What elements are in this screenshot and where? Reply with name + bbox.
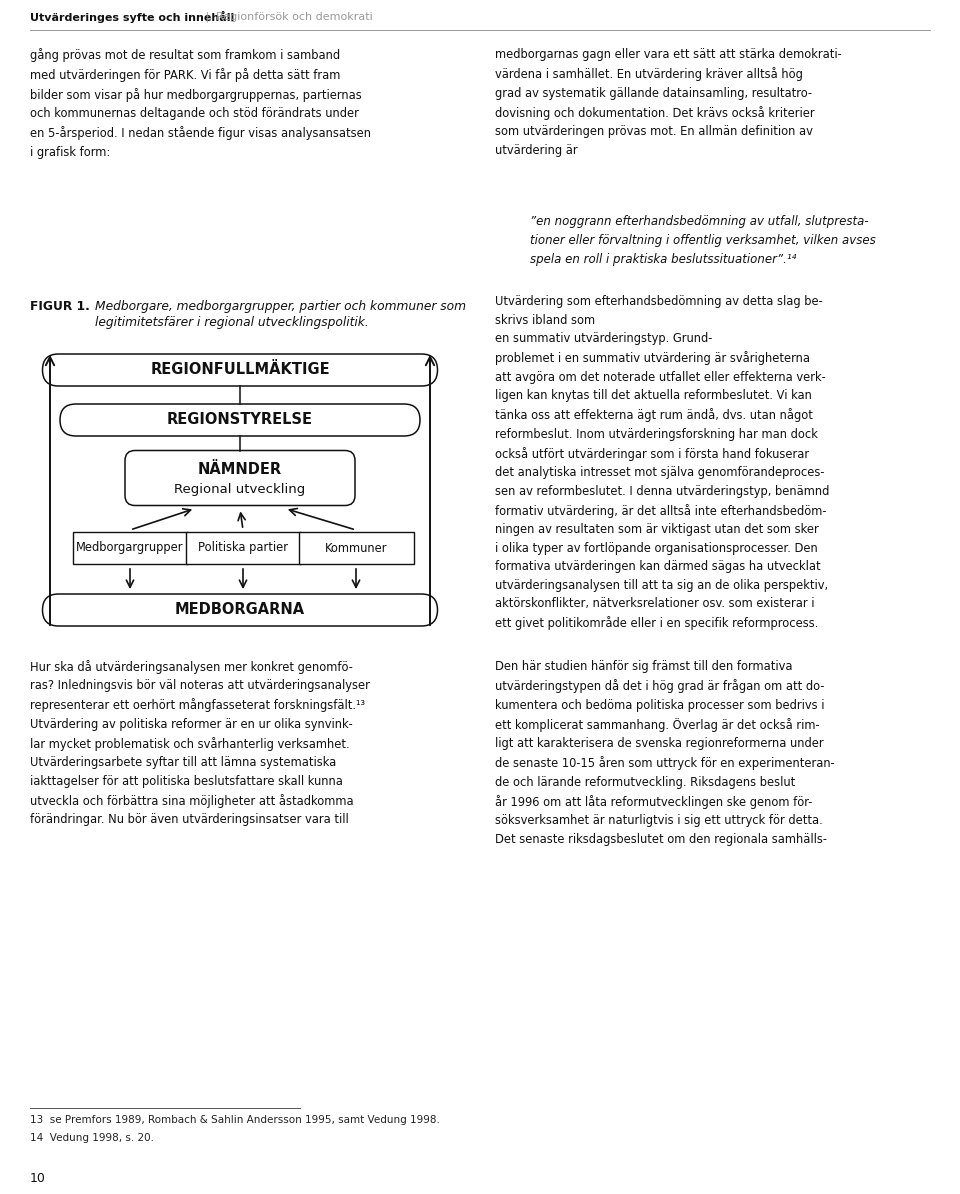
Text: gång prövas mot de resultat som framkom i samband
med utvärderingen för PARK. Vi: gång prövas mot de resultat som framkom …	[30, 48, 371, 159]
Text: 10: 10	[30, 1173, 46, 1184]
Text: Utvärderinges syfte och innehåll: Utvärderinges syfte och innehåll	[30, 11, 234, 23]
Text: MEDBORGARNA: MEDBORGARNA	[175, 603, 305, 617]
Text: legitimitetsfärer i regional utvecklingspolitik.: legitimitetsfärer i regional utvecklings…	[95, 316, 369, 330]
Text: Regionförsök och demokrati: Regionförsök och demokrati	[216, 12, 372, 21]
Text: Kommuner: Kommuner	[324, 542, 387, 554]
Text: Utvärdering som efterhandsbedömning av detta slag be-
skrivs ibland som 
en summ: Utvärdering som efterhandsbedömning av d…	[495, 295, 829, 630]
Text: Den här studien hänför sig främst till den formativa
utvärderingstypen då det i : Den här studien hänför sig främst till d…	[495, 660, 835, 845]
Text: Politiska partier: Politiska partier	[198, 542, 288, 554]
Text: 14  Vedung 1998, s. 20.: 14 Vedung 1998, s. 20.	[30, 1133, 154, 1143]
Text: Medborgare, medborgargrupper, partier och kommuner som: Medborgare, medborgargrupper, partier oc…	[95, 300, 466, 313]
Text: ”en noggrann efterhandsbedömning av utfall, slutpresta-
tioner eller förvaltning: ”en noggrann efterhandsbedömning av utfa…	[530, 215, 876, 266]
Text: Medborgargrupper: Medborgargrupper	[76, 542, 183, 554]
FancyBboxPatch shape	[60, 404, 420, 436]
FancyBboxPatch shape	[42, 353, 438, 386]
Text: 13  se Premfors 1989, Rombach & Sahlin Andersson 1995, samt Vedung 1998.: 13 se Premfors 1989, Rombach & Sahlin An…	[30, 1115, 440, 1125]
Text: NÄMNDER: NÄMNDER	[198, 462, 282, 476]
Text: REGIONFULLMÄKTIGE: REGIONFULLMÄKTIGE	[150, 363, 330, 377]
Text: REGIONSTYRELSE: REGIONSTYRELSE	[167, 412, 313, 427]
Text: Hur ska då utvärderingsanalysen mer konkret genomfö-
ras? Inledningsvis bör väl : Hur ska då utvärderingsanalysen mer konk…	[30, 660, 370, 826]
Text: |: |	[202, 12, 212, 23]
Bar	[299, 533, 414, 564]
Text: FIGUR 1.: FIGUR 1.	[30, 300, 90, 313]
Text: Regional utveckling: Regional utveckling	[175, 484, 305, 497]
FancyBboxPatch shape	[125, 450, 355, 505]
Bar	[185, 533, 300, 564]
Text: medborgarnas gagn eller vara ett sätt att stärka demokrati-
värdena i samhället.: medborgarnas gagn eller vara ett sätt at…	[495, 48, 842, 156]
FancyBboxPatch shape	[42, 593, 438, 626]
Bar	[73, 533, 187, 564]
